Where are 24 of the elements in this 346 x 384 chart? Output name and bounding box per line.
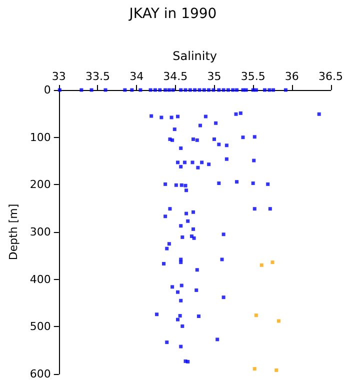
y-tick-label: 200 — [30, 178, 51, 192]
y-tick-label: 0 — [44, 84, 51, 96]
point — [276, 319, 280, 323]
y-tick-label: 600 — [30, 368, 51, 380]
x-axis-title: Salinity — [172, 49, 218, 63]
x-tick-label: 35.5 — [240, 70, 266, 83]
point — [252, 367, 256, 371]
y-tick-label: 500 — [30, 320, 51, 334]
y-tick-label: 100 — [30, 130, 51, 144]
y-axis-title: Depth [m] — [7, 204, 20, 260]
point — [254, 314, 258, 318]
x-tick-label: 33 — [52, 70, 66, 83]
point — [274, 368, 278, 372]
y-tick-label: 300 — [30, 226, 51, 238]
x-tick-label: 34 — [130, 70, 144, 83]
chart-title: JKAY in 1990 — [128, 6, 217, 22]
x-tick-label: 35 — [207, 70, 222, 83]
y-tick-label: 400 — [30, 272, 51, 286]
x-tick-label: 33.5 — [85, 70, 110, 83]
point — [260, 263, 264, 267]
x-tick-label: 36 — [284, 70, 299, 83]
x-tick-label: 34.5 — [163, 70, 188, 83]
point — [270, 260, 274, 264]
x-tick-label: 36.5 — [318, 70, 344, 83]
